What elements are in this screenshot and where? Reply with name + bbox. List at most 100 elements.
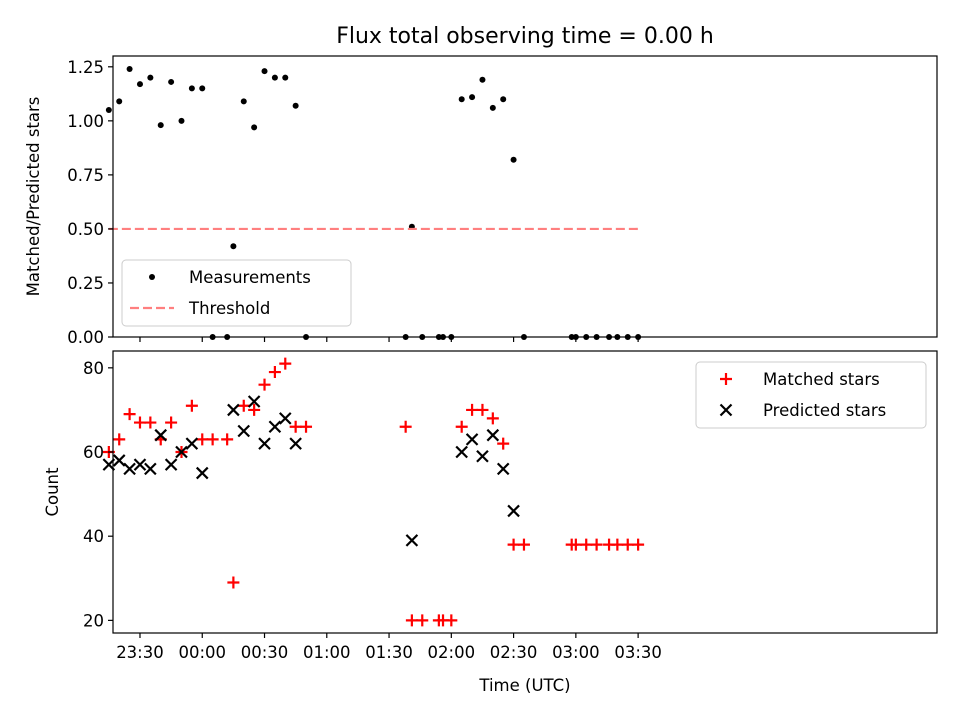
x-axis-label: Time (UTC) [478, 676, 570, 695]
x-tick-label: 03:00 [552, 643, 600, 662]
measurement-point [240, 98, 247, 105]
measurement-point [168, 78, 175, 85]
y-tick-label: 0.75 [67, 166, 104, 185]
top-panel: 0.00 0.25 0.50 0.75 1.00 1.25 Matched/Predicte… [24, 55, 938, 347]
predicted-star-point [237, 424, 251, 438]
x-tick-label: 01:30 [365, 643, 413, 662]
matched-star-point [517, 538, 530, 551]
matched-star-point [144, 416, 157, 429]
measurement-point [458, 96, 465, 103]
legend-label: Threshold [188, 299, 270, 318]
matched-star-point [300, 420, 313, 433]
predicted-star-point [227, 403, 240, 417]
series-matched-stars [102, 357, 645, 627]
y-tick-label: 60 [83, 443, 104, 462]
matched-star-point [123, 408, 136, 421]
matched-star-point [268, 366, 281, 379]
matched-star-point [455, 420, 468, 433]
measurement-point [178, 117, 185, 124]
y-axis-label: Count [43, 467, 62, 517]
y-axis-label: Matched/Predicted stars [24, 97, 43, 297]
legend-marker-measurements [149, 274, 155, 280]
legend-label: Matched stars [763, 370, 880, 389]
legend: Measurements Threshold [121, 259, 352, 327]
measurement-point [479, 76, 486, 83]
x-tick-label: 02:00 [428, 643, 476, 662]
matched-star-point [196, 433, 209, 446]
y-tick-label: 1.00 [67, 112, 104, 131]
y-tick-label: 80 [83, 359, 104, 378]
matched-star-point [399, 420, 412, 433]
measurement-point [469, 94, 476, 101]
predicted-star-point [195, 466, 209, 480]
measurement-point [136, 81, 143, 88]
x-tick-label: 02:30 [490, 643, 538, 662]
predicted-star-point [289, 437, 302, 450]
matched-star-point [621, 538, 634, 551]
matched-star-point [569, 538, 582, 551]
matched-star-point [405, 614, 418, 627]
y-tick-label: 0.25 [67, 274, 104, 293]
axes-frame [112, 350, 938, 634]
predicted-star-point [144, 462, 157, 476]
legend-box [695, 361, 927, 429]
predicted-star-point [486, 428, 500, 442]
measurement-point [261, 68, 268, 75]
series-predicted-stars [102, 395, 520, 547]
matched-star-point [445, 614, 458, 627]
legend-label: Predicted stars [763, 401, 886, 420]
predicted-star-point [496, 462, 510, 476]
matched-star-point [289, 420, 302, 433]
x-tick-label: 03:30 [614, 643, 662, 662]
matched-star-point [227, 576, 240, 589]
y-tick-label: 0.50 [67, 220, 104, 239]
legend-box [121, 259, 352, 327]
matched-star-point [279, 357, 292, 370]
matched-star-point [611, 538, 624, 551]
measurement-point [292, 102, 299, 109]
matched-star-point [237, 399, 250, 412]
predicted-star-point [133, 458, 147, 471]
predicted-star-point [465, 433, 479, 446]
axes-frame [112, 55, 938, 338]
predicted-star-point [278, 412, 292, 425]
legend: Matched stars Predicted stars [695, 361, 927, 429]
predicted-star-point [268, 420, 282, 434]
measurement-point [489, 104, 496, 111]
measurement-point [271, 74, 278, 81]
predicted-star-point [175, 445, 188, 459]
matched-star-point [221, 433, 234, 446]
measurement-point [116, 98, 123, 105]
measurement-point [500, 96, 507, 103]
predicted-star-point [164, 458, 178, 471]
matched-star-point [206, 433, 219, 446]
measurement-point [199, 85, 206, 92]
matched-star-point [133, 416, 146, 429]
y-tick-label: 0.00 [67, 328, 104, 347]
x-tick-label: 01:00 [303, 643, 351, 662]
predicted-star-point [405, 534, 419, 547]
y-tick-label: 40 [83, 527, 104, 546]
legend-label: Measurements [189, 268, 311, 287]
x-tick-label: 00:30 [241, 643, 289, 662]
chart-title: Flux total observing time = 0.00 h [336, 24, 714, 49]
matched-star-point [590, 538, 603, 551]
y-tick-label: 1.25 [67, 58, 104, 77]
matched-star-point [258, 378, 271, 391]
x-tick-label: 23:30 [116, 643, 164, 662]
y-tick-label: 20 [83, 611, 104, 630]
measurement-point [282, 74, 289, 81]
predicted-star-point [258, 437, 271, 450]
matched-star-point [580, 538, 593, 551]
matched-star-point [165, 416, 178, 429]
matched-star-point [113, 433, 126, 446]
matched-star-point [185, 399, 198, 412]
legend-marker-matched [720, 373, 732, 385]
measurement-point [188, 85, 195, 92]
measurement-point [251, 124, 258, 131]
measurement-point [147, 74, 154, 81]
matched-star-point [416, 614, 429, 627]
measurement-point [157, 122, 164, 129]
measurement-point [230, 243, 237, 250]
bottom-panel: 20 40 60 80 23:30 00:00 00:30 01:00 01:30 02:00 02… [43, 350, 938, 695]
